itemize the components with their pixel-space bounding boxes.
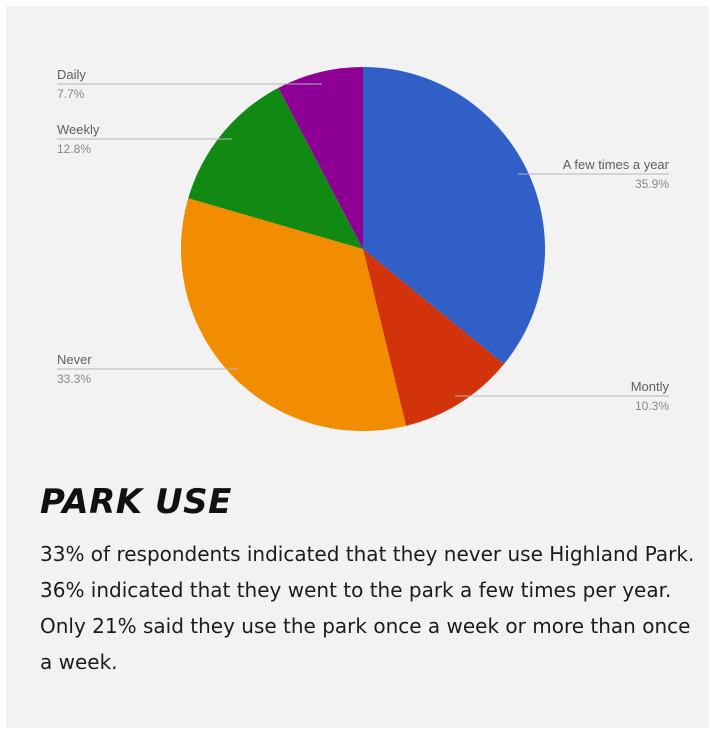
pie-slice-weekly [188, 87, 363, 249]
slice-value-weekly: 12.8% [57, 142, 91, 156]
slice-label-a-few-times-a-year: A few times a year [563, 157, 670, 172]
slice-value-daily: 7.7% [57, 87, 85, 101]
pie-slice-montly [363, 249, 504, 426]
slice-label-daily: Daily [57, 67, 86, 82]
slice-value-never: 33.3% [57, 372, 91, 386]
slice-value-montly: 10.3% [635, 399, 669, 413]
pie-labels: A few times a year 35.9% Montly 10.3% Never 3… [57, 67, 670, 413]
slice-label-weekly: Weekly [57, 122, 100, 137]
pie-slices [180, 67, 545, 431]
slice-value-a-few-times-a-year: 35.9% [635, 177, 669, 191]
pie-slice-daily [278, 67, 363, 249]
pie-slice-a-few-times-a-year [363, 67, 545, 365]
slice-label-montly: Montly [631, 379, 670, 394]
pie-slice-never [180, 198, 407, 431]
section-body: 33% of respondents indicated that they n… [40, 542, 695, 674]
pie-chart: A few times a year 35.9% Montly 10.3% Never 3… [57, 67, 670, 431]
slice-label-never: Never [57, 352, 92, 367]
section-heading: PARK USE [40, 482, 232, 522]
